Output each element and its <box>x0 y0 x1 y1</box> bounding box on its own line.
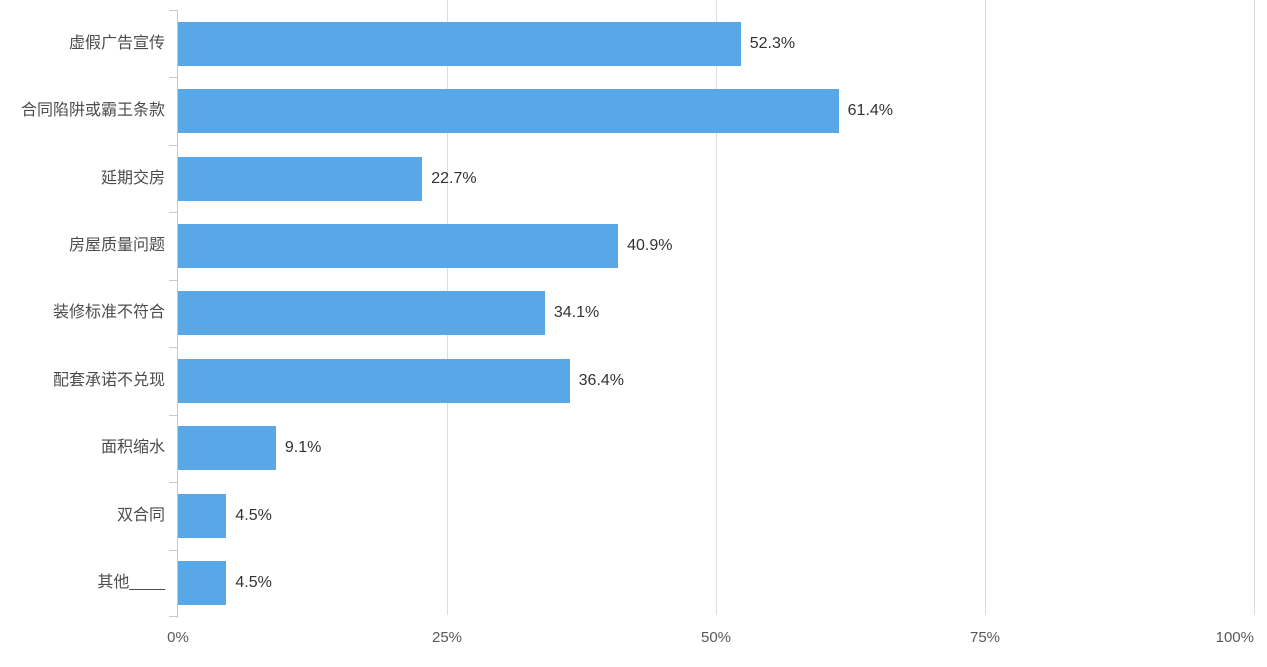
value-label: 22.7% <box>431 169 477 187</box>
bar <box>178 291 545 336</box>
bar <box>178 156 423 201</box>
value-label: 4.5% <box>235 574 272 592</box>
bar-row: 合同陷阱或霸王条款 61.4% <box>21 77 1254 144</box>
category-label: 配套承诺不兑现 <box>52 371 165 389</box>
x-tick-label: 0% <box>167 629 189 646</box>
category-label: 虚假广告宣传 <box>68 34 165 52</box>
bar-row: 面积缩水 9.1% <box>101 415 1254 482</box>
x-axis-tick-labels: 0% 25% 50% 75% 100% <box>167 628 1254 652</box>
y-axis-line <box>177 10 178 618</box>
value-label: 4.5% <box>235 506 272 524</box>
category-label: 延期交房 <box>100 169 165 187</box>
bar <box>178 21 741 66</box>
bar <box>178 89 839 134</box>
value-label: 52.3% <box>749 34 796 52</box>
category-label: 双合同 <box>116 506 165 524</box>
gridline-50 <box>716 0 717 615</box>
bar-row: 双合同 4.5% <box>117 482 1254 549</box>
value-label: 61.4% <box>847 102 894 120</box>
bar-row: 延期交房 22.7% <box>101 145 1254 212</box>
value-label: 9.1% <box>284 439 322 457</box>
x-tick-label: 25% <box>431 629 463 646</box>
x-tick-label: 50% <box>700 629 732 646</box>
bar <box>178 358 570 403</box>
y-axis-tick <box>169 549 178 551</box>
y-axis-tick <box>169 10 178 11</box>
plot-area: 虚假广告宣传 52.3% 合同陷阱或霸王条款 61.4% 延期交房 22.7% 房屋质量问题… <box>21 0 1255 618</box>
y-axis-tick <box>169 482 178 484</box>
bar <box>178 426 276 471</box>
y-axis-tick <box>169 414 178 416</box>
y-axis-tick <box>169 77 178 79</box>
category-label: 房屋质量问题 <box>68 237 165 255</box>
bar <box>178 493 227 538</box>
x-tick-label: 100% <box>1215 629 1254 646</box>
bar-row: 房屋质量问题 40.9% <box>69 212 1254 279</box>
bar-row: 其他____ 4.5% <box>97 550 1254 617</box>
bar-row: 装修标准不符合 34.1% <box>53 280 1254 347</box>
value-label: 36.4% <box>578 371 625 389</box>
gridline-100 <box>1254 0 1255 615</box>
x-tick-label: 75% <box>969 629 1001 646</box>
bar <box>178 561 227 606</box>
bar-row: 配套承诺不兑现 36.4% <box>53 347 1254 414</box>
value-label: 34.1% <box>553 304 600 322</box>
y-axis-tick <box>169 279 178 281</box>
gridline-75 <box>985 0 986 615</box>
category-label: 其他____ <box>97 574 165 592</box>
category-label: 合同陷阱或霸王条款 <box>20 102 165 120</box>
category-label: 装修标准不符合 <box>52 304 165 322</box>
y-axis-tick <box>169 347 178 349</box>
y-axis-tick <box>169 616 178 617</box>
bar-rows: 虚假广告宣传 52.3% 合同陷阱或霸王条款 61.4% 延期交房 22.7% 房屋质量问题… <box>21 10 1254 617</box>
y-axis-tick <box>169 144 178 146</box>
y-axis-tick <box>169 212 178 214</box>
category-label: 面积缩水 <box>100 439 165 457</box>
value-label: 40.9% <box>627 237 673 255</box>
bar-row: 虚假广告宣传 52.3% <box>69 10 1254 77</box>
bar <box>178 224 619 269</box>
